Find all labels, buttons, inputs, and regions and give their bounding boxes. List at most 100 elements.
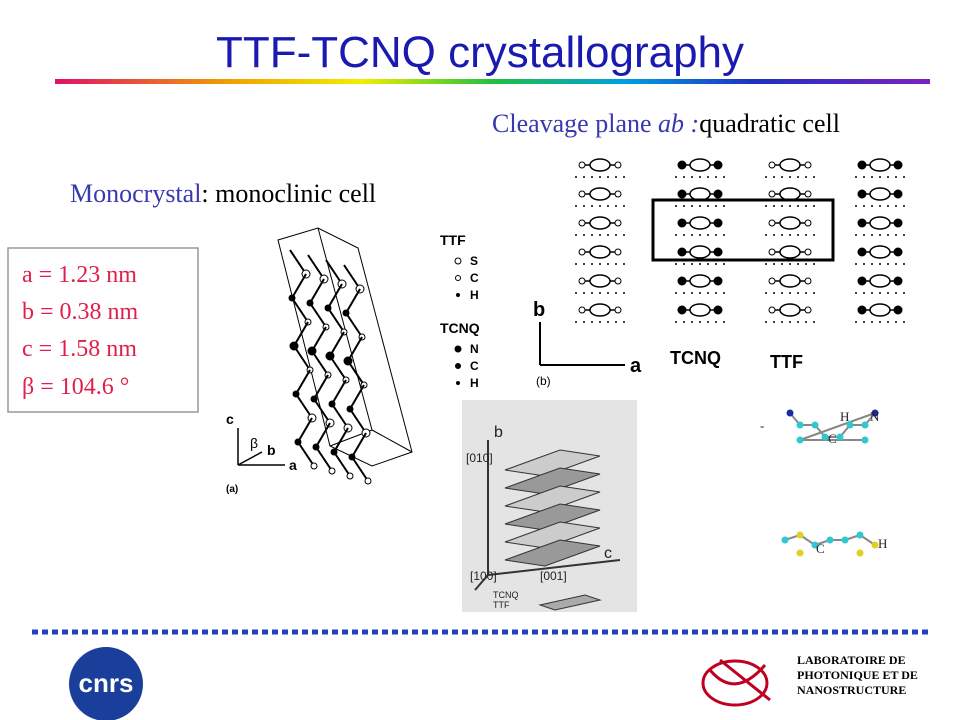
shape — [333, 451, 351, 477]
shape — [855, 176, 857, 178]
shape — [623, 205, 625, 207]
shape — [707, 234, 709, 236]
shape — [689, 245, 711, 259]
shape — [599, 176, 601, 178]
shape — [879, 263, 881, 265]
shape — [779, 245, 801, 259]
shape — [765, 263, 767, 265]
shape — [589, 274, 611, 288]
shape — [797, 292, 799, 294]
direction-label: [010] — [466, 451, 493, 465]
shape — [691, 234, 693, 236]
shape — [699, 263, 701, 265]
axis-label: b — [533, 299, 545, 321]
shape — [863, 263, 865, 265]
shape — [699, 234, 701, 236]
atom-label: - — [760, 418, 764, 433]
shape — [623, 292, 625, 294]
shape — [779, 216, 801, 230]
shape — [903, 292, 905, 294]
parameter: β = 104.6 ° — [22, 374, 129, 400]
shape — [855, 205, 857, 207]
shape — [723, 321, 725, 323]
shape — [781, 321, 783, 323]
shape — [691, 263, 693, 265]
shape — [804, 161, 812, 169]
direction-label: [001] — [540, 569, 567, 583]
shape — [857, 305, 867, 315]
shape — [599, 205, 601, 207]
shape — [707, 176, 709, 178]
shape — [315, 422, 331, 448]
shape — [583, 176, 585, 178]
shape — [677, 247, 687, 257]
shape — [675, 263, 677, 265]
legend-atom: C — [470, 271, 479, 285]
shape — [841, 536, 849, 544]
legend-symbols — [454, 257, 462, 385]
shape — [589, 216, 611, 230]
shape — [333, 427, 349, 453]
lab-name: PHOTONIQUE ET DE — [797, 668, 918, 682]
shape — [623, 321, 625, 323]
shape — [615, 234, 617, 236]
shape — [903, 234, 905, 236]
shape — [623, 234, 625, 236]
shape — [578, 277, 586, 285]
lab-name: NANOSTRUCTURE — [797, 683, 906, 697]
shape — [856, 549, 864, 557]
shape — [723, 263, 725, 265]
shape — [765, 234, 767, 236]
shape — [863, 321, 865, 323]
shape — [683, 234, 685, 236]
shape — [607, 205, 609, 207]
shape — [857, 160, 867, 170]
shape — [805, 292, 807, 294]
shape — [575, 292, 577, 294]
shape — [345, 288, 361, 314]
shape — [677, 160, 687, 170]
shape — [297, 441, 315, 467]
shape — [811, 541, 819, 549]
shape — [675, 292, 677, 294]
shape — [903, 205, 905, 207]
shape — [895, 292, 897, 294]
shape — [575, 321, 577, 323]
shape — [313, 398, 331, 424]
shape — [855, 234, 857, 236]
shape — [589, 158, 611, 172]
shape — [805, 205, 807, 207]
shape — [779, 303, 801, 317]
shape — [715, 321, 717, 323]
shape — [329, 355, 347, 381]
shape — [773, 321, 775, 323]
shape — [677, 218, 687, 228]
shape — [871, 234, 873, 236]
shape — [328, 467, 336, 475]
shape — [789, 292, 791, 294]
shape — [614, 219, 622, 227]
shape — [578, 219, 586, 227]
axis-label: b — [494, 424, 503, 441]
shape — [863, 234, 865, 236]
shape — [773, 234, 775, 236]
shape — [781, 234, 783, 236]
shape — [871, 292, 873, 294]
shape — [291, 273, 307, 299]
shape — [715, 176, 717, 178]
shape — [715, 234, 717, 236]
shape — [313, 374, 329, 400]
shape — [893, 160, 903, 170]
shape — [578, 190, 586, 198]
shape — [781, 263, 783, 265]
shape — [591, 263, 593, 265]
shape — [607, 263, 609, 265]
angle-label: β — [250, 435, 258, 451]
shape — [591, 292, 593, 294]
row-label: TCNQ — [670, 348, 721, 368]
shape — [821, 433, 829, 441]
figure-3d — [474, 440, 621, 611]
shape — [773, 205, 775, 207]
